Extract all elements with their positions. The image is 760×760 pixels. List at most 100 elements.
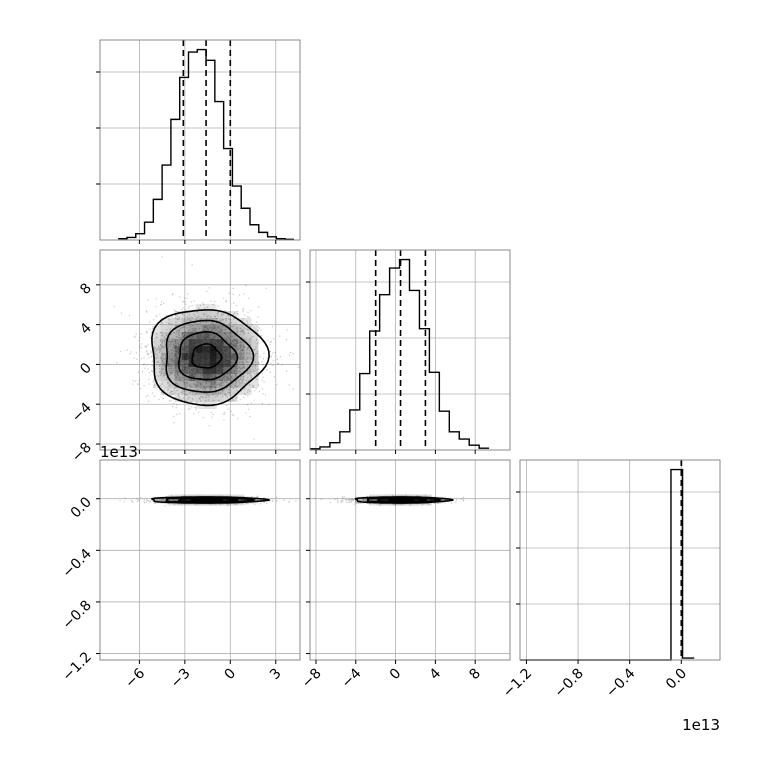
density-cell <box>174 324 182 332</box>
density-cell <box>167 352 175 360</box>
y-tick-label: 4 <box>77 320 95 338</box>
density-cell <box>216 317 224 325</box>
contour-line <box>366 496 442 504</box>
density-cell <box>188 380 196 388</box>
x-tick-label: 3 <box>267 666 285 684</box>
density-cell <box>251 324 259 332</box>
y-tick-label: −0.4 <box>59 546 94 581</box>
density-cell <box>195 324 203 332</box>
density-cell <box>209 503 217 506</box>
density-cell <box>216 352 224 360</box>
density-cell <box>174 373 182 381</box>
density-cell <box>167 387 175 395</box>
density-cell <box>174 366 182 374</box>
density-cell <box>153 338 161 346</box>
x-tick-label: −6 <box>122 665 148 691</box>
density-cell <box>237 338 245 346</box>
density-cell <box>181 331 189 339</box>
x-tick-label: −3 <box>168 666 194 692</box>
density-cell <box>202 373 210 381</box>
density-cell <box>167 503 175 506</box>
density-cell <box>174 338 182 346</box>
density-cell <box>174 503 182 506</box>
density-cell <box>160 359 168 367</box>
density-cell <box>188 366 196 374</box>
density-cell <box>251 380 259 388</box>
density-cell <box>181 373 189 381</box>
density-cell <box>160 380 168 388</box>
density-cell <box>216 324 224 332</box>
density-cell <box>362 498 370 502</box>
density-cell <box>404 494 412 497</box>
density-cell <box>209 345 217 353</box>
density-cell <box>167 317 175 325</box>
x-tick-label: −4 <box>339 665 365 691</box>
density-cell <box>223 359 231 367</box>
contour-line <box>354 496 455 504</box>
density-cell <box>237 345 245 353</box>
x-tick-label: −0.4 <box>603 665 638 700</box>
density-cell <box>202 366 210 374</box>
density-cell <box>202 338 210 346</box>
density-cell <box>195 503 203 506</box>
density-cell <box>230 494 238 497</box>
density-cell <box>188 310 196 318</box>
density-cell <box>202 310 210 318</box>
density-cell <box>195 494 203 497</box>
histogram-p2 <box>520 468 695 661</box>
density-cell <box>369 494 377 497</box>
density-cell <box>153 324 161 332</box>
density-cell <box>160 498 168 502</box>
density-cell <box>202 331 210 339</box>
density-cell <box>251 345 259 353</box>
density-cell <box>216 503 224 506</box>
density-cell <box>230 394 238 402</box>
density-cell <box>216 373 224 381</box>
density-cell <box>160 317 168 325</box>
density-cell <box>244 380 252 388</box>
density-cell <box>390 494 398 497</box>
density-cell <box>167 494 175 497</box>
density-cell <box>223 331 231 339</box>
density-cell <box>216 387 224 395</box>
density-cell <box>230 324 238 332</box>
density-cell <box>223 366 231 374</box>
y-tick-label: −1.2 <box>59 649 94 684</box>
density-cell <box>376 494 384 497</box>
density-cell <box>216 380 224 388</box>
density-cell <box>237 387 245 395</box>
density-cell <box>181 324 189 332</box>
density-cell <box>167 338 175 346</box>
contour-line <box>178 330 239 381</box>
density-cell <box>153 345 161 353</box>
density-cell <box>153 331 161 339</box>
density-cell <box>216 310 224 318</box>
density-cell <box>237 380 245 388</box>
density-cell <box>244 338 252 346</box>
density-cell <box>202 380 210 388</box>
density-cell <box>369 498 377 502</box>
density-cell <box>181 380 189 388</box>
density-cell <box>216 345 224 353</box>
density-cell <box>160 338 168 346</box>
density-cell <box>237 359 245 367</box>
density-cell <box>202 303 210 311</box>
density-cell <box>425 494 433 497</box>
density-cell <box>160 366 168 374</box>
density-cell <box>160 345 168 353</box>
density-cell <box>230 366 238 374</box>
density-cell <box>244 317 252 325</box>
density-cell <box>237 324 245 332</box>
panel-p1-p2 <box>309 459 511 661</box>
density-cell <box>195 366 203 374</box>
density-cell <box>181 366 189 374</box>
density-cell <box>230 331 238 339</box>
density-cell <box>195 380 203 388</box>
density-cell <box>397 503 405 506</box>
density-cell <box>209 380 217 388</box>
contour-line <box>388 498 415 502</box>
density-cell <box>153 498 161 502</box>
density-cell <box>216 338 224 346</box>
density-cell <box>188 338 196 346</box>
density-cell <box>174 380 182 388</box>
